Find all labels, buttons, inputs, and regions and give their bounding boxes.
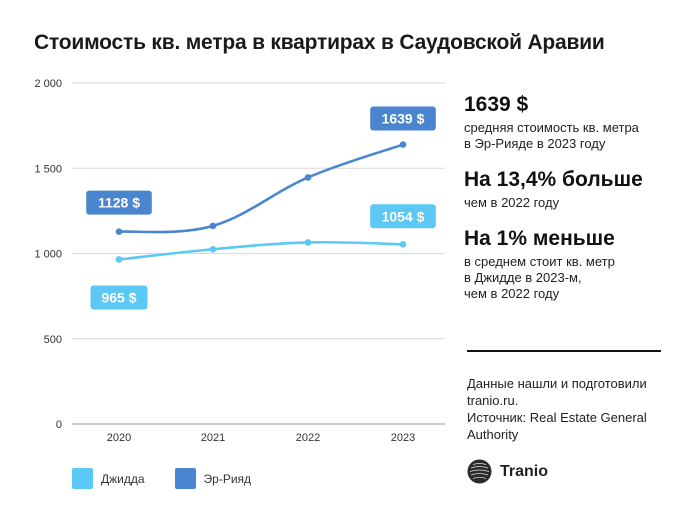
data-point [209, 222, 217, 230]
legend-swatch-riyadh [174, 468, 196, 489]
brand: Tranio [467, 459, 548, 484]
data-label: 1054 $ [382, 208, 425, 224]
y-tick-label: 0 [56, 419, 62, 431]
data-label-box [86, 190, 152, 215]
brand-name: Tranio [500, 462, 549, 480]
data-point [304, 174, 312, 181]
x-tick-label: 2021 [201, 432, 225, 444]
stat-text-line: чем в 2022 году [464, 286, 560, 301]
source-line: Источник: Real Estate General [467, 410, 647, 425]
y-tick-label: 1 500 [34, 163, 62, 175]
stats-panel: 1639 $ средняя стоимость кв. метра в Эр-… [464, 92, 674, 302]
stat-text-line: средняя стоимость кв. метра [464, 120, 639, 135]
data-point [115, 256, 123, 263]
stat-value: На 13,4% больше [464, 168, 643, 191]
series-line-riyadh [117, 143, 405, 234]
stat-block-riyadh-price: 1639 $ средняя стоимость кв. метра в Эр-… [464, 92, 674, 152]
source-note: Данные нашли и подготовили tranio.ru. Ис… [467, 375, 682, 443]
x-tick-label: 2023 [391, 432, 415, 444]
y-tick-label: 1 000 [34, 249, 62, 261]
divider [467, 350, 661, 352]
stat-block-riyadh-change: На 13,4% больше чем в 2022 году [464, 167, 674, 211]
legend-label-riyadh: Эр-Рияд [203, 471, 252, 486]
chart-title: Стоимость кв. метра в квартирах в Саудов… [34, 31, 605, 54]
stat-text-line: в Джидде в 2023-м, [464, 270, 582, 285]
data-label-box [370, 106, 436, 131]
data-label: 965 $ [101, 289, 136, 305]
legend-swatch-jeddah [72, 468, 93, 489]
x-tick-label: 2020 [107, 432, 131, 444]
data-label: 1639 $ [382, 111, 425, 127]
legend-item-jeddah: Джидда [72, 468, 145, 489]
source-line: tranio.ru. [467, 393, 519, 408]
data-label-box [370, 204, 436, 229]
stat-text-line: в Эр-Рияде в 2023 году [464, 136, 606, 151]
chart-legend: Джидда Эр-Рияд [72, 468, 281, 489]
source-line: Данные нашли и подготовили [467, 376, 647, 391]
data-point [399, 240, 407, 248]
y-tick-label: 500 [44, 334, 62, 346]
y-tick-label: 2 000 [34, 78, 62, 90]
stat-text-line: в среднем стоит кв. метр [464, 254, 615, 269]
series-line-jeddah [117, 240, 405, 261]
x-tick-label: 2022 [296, 432, 320, 444]
data-point [209, 245, 217, 253]
stat-value: На 1% меньше [464, 227, 615, 250]
legend-item-riyadh: Эр-Рияд [174, 468, 252, 489]
data-point [399, 141, 407, 148]
line-chart: 0 500 1 000 1 500 2 000 2020 2021 2022 2023 965 $… [34, 78, 445, 444]
stat-block-jeddah-change: На 1% меньше в среднем стоит кв. метр в … [464, 226, 674, 302]
data-point [304, 239, 312, 246]
stat-value: 1639 $ [464, 93, 529, 116]
data-point [115, 228, 123, 235]
tranio-logo-icon [467, 459, 492, 484]
legend-label-jeddah: Джидда [101, 471, 145, 486]
stat-text-line: чем в 2022 году [464, 195, 560, 210]
source-line: Authority [467, 427, 519, 442]
data-label: 1128 $ [98, 195, 140, 211]
data-label-box [90, 285, 148, 310]
